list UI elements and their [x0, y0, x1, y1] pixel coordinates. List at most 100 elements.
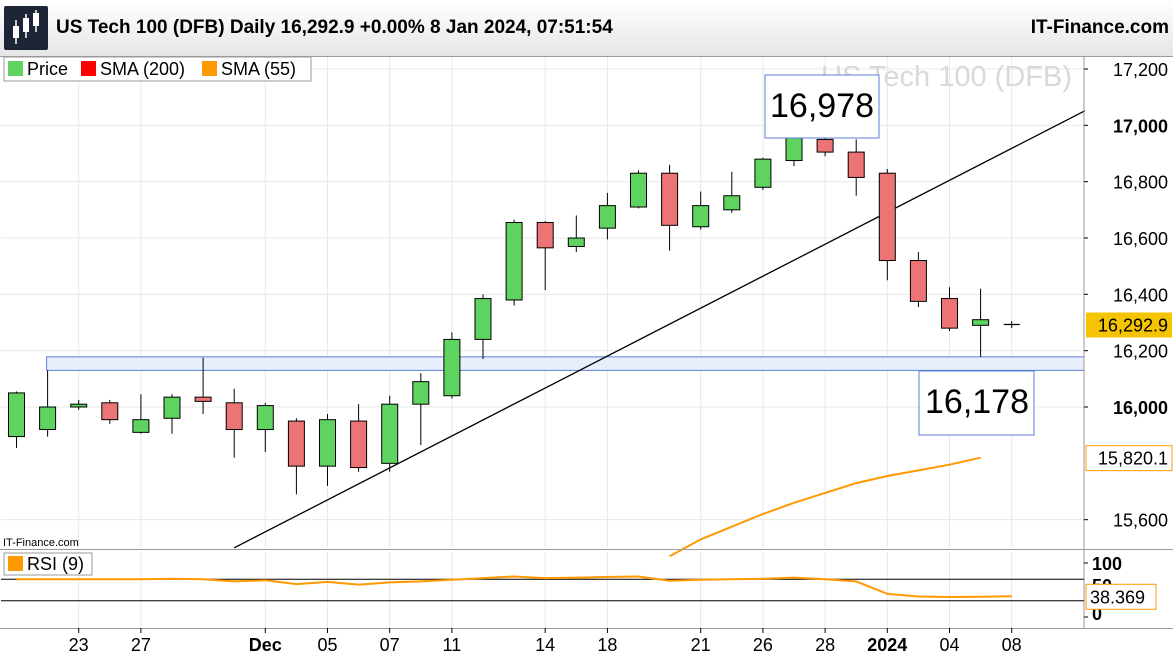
y-tick-label: 16,000 [1113, 398, 1168, 418]
rsi-legend-label: RSI (9) [27, 554, 84, 574]
x-tick-label: 04 [939, 635, 959, 655]
y-tick-label: 16,600 [1113, 229, 1168, 249]
candle [256, 402, 274, 453]
brand-name: IT-Finance.com [1030, 17, 1169, 38]
x-tick-label: Dec [249, 635, 282, 655]
candle-body [101, 402, 119, 421]
rsi-legend: RSI (9) [3, 552, 93, 576]
candle [412, 373, 430, 446]
candle [661, 164, 679, 251]
y-tick-label: 15,600 [1113, 511, 1168, 531]
candle-body [878, 172, 896, 262]
rsi-legend-swatch [8, 556, 23, 571]
candle-body [319, 419, 336, 467]
candle-body [816, 138, 834, 153]
candle-body [536, 222, 554, 249]
candle [443, 332, 461, 399]
legend-label: Price [27, 59, 68, 79]
candle [909, 252, 927, 308]
x-tick-label: 18 [597, 635, 617, 655]
x-axis-background [0, 629, 1173, 660]
candle [630, 170, 647, 209]
x-tick-label: 27 [131, 635, 151, 655]
candle-body [163, 396, 181, 419]
x-tick-label: 07 [380, 635, 400, 655]
x-tick-label: 2024 [867, 635, 907, 655]
candle [225, 388, 243, 458]
y-tick-label: 16,800 [1113, 173, 1168, 193]
candle-body [350, 420, 368, 469]
candle-body [381, 403, 399, 464]
chart-header-title: US Tech 100 (DFB) Daily 16,292.9 +0.00% … [56, 17, 613, 38]
legend-label: SMA (200) [100, 59, 185, 79]
candle-body [909, 260, 927, 302]
candle [536, 221, 554, 291]
x-tick-label: 05 [317, 635, 337, 655]
rsi-legend-box [3, 552, 93, 576]
candle [39, 370, 57, 437]
x-tick-label: 21 [691, 635, 711, 655]
candle [287, 418, 305, 495]
rsi-y-tick-label: 0 [1092, 604, 1102, 624]
candle-body [630, 172, 647, 208]
candle [847, 139, 865, 196]
source-label: IT-Finance.com [3, 537, 79, 549]
candle-body [132, 419, 150, 433]
candle-body [847, 151, 865, 178]
annotation-high: 16,978 [770, 87, 874, 125]
support-zone [46, 356, 1085, 371]
rsi-value-badge [1085, 583, 1157, 610]
x-tick-label: 14 [535, 635, 555, 655]
last-price-label: 16,292.9 [1098, 315, 1168, 335]
candle-body [785, 137, 803, 162]
x-tick-label: 11 [443, 635, 462, 655]
candle [505, 219, 523, 306]
candle [319, 414, 336, 486]
x-tick-label: 08 [1002, 635, 1022, 655]
candle-body [287, 420, 305, 467]
candle [723, 171, 741, 213]
candle-body [972, 319, 990, 326]
rsi-plot-background [1, 552, 1084, 628]
candle-body [256, 405, 274, 431]
candle [692, 191, 710, 230]
candle-body [39, 406, 57, 431]
candle-body [567, 237, 585, 247]
candle [754, 157, 772, 191]
sma55-value-label: 15,820.1 [1098, 449, 1168, 469]
legend-box [3, 56, 312, 82]
candle [474, 294, 492, 360]
y-tick-label: 17,200 [1113, 60, 1168, 80]
y-tick-label: 16,400 [1113, 285, 1168, 305]
y-tick-label: 17,000 [1113, 116, 1168, 136]
annotation-box-low [918, 370, 1035, 436]
candle-body [8, 392, 25, 438]
candle [567, 215, 585, 253]
x-tick-label: 26 [753, 635, 773, 655]
rsi-y-tick-label: 100 [1092, 554, 1122, 574]
candle-body [70, 403, 88, 408]
annotation-low: 16,178 [925, 383, 1029, 421]
candle [132, 394, 150, 434]
legend-swatch [202, 61, 217, 76]
candle [350, 404, 368, 472]
candle [70, 399, 88, 410]
candle [598, 192, 616, 240]
x-tick-label: 23 [69, 635, 89, 655]
candle-body [412, 381, 430, 405]
main-plot-background [1, 57, 1084, 548]
legend-swatch [8, 61, 23, 76]
sma55-badge [1085, 445, 1173, 472]
chart-header: US Tech 100 (DFB) Daily 16,292.9 +0.00% … [0, 0, 1173, 57]
candle [8, 391, 25, 448]
candle-body [474, 298, 492, 340]
sma55-line [669, 456, 981, 558]
candle [163, 394, 181, 434]
legend-swatch [81, 61, 96, 76]
x-tick-label: 28 [815, 635, 835, 655]
main-legend: Price SMA (200) SMA (55) [3, 56, 312, 82]
candle-body [941, 298, 958, 329]
rsi-value-label: 38.369 [1090, 587, 1145, 607]
y-tick-label: 16,200 [1113, 342, 1168, 362]
